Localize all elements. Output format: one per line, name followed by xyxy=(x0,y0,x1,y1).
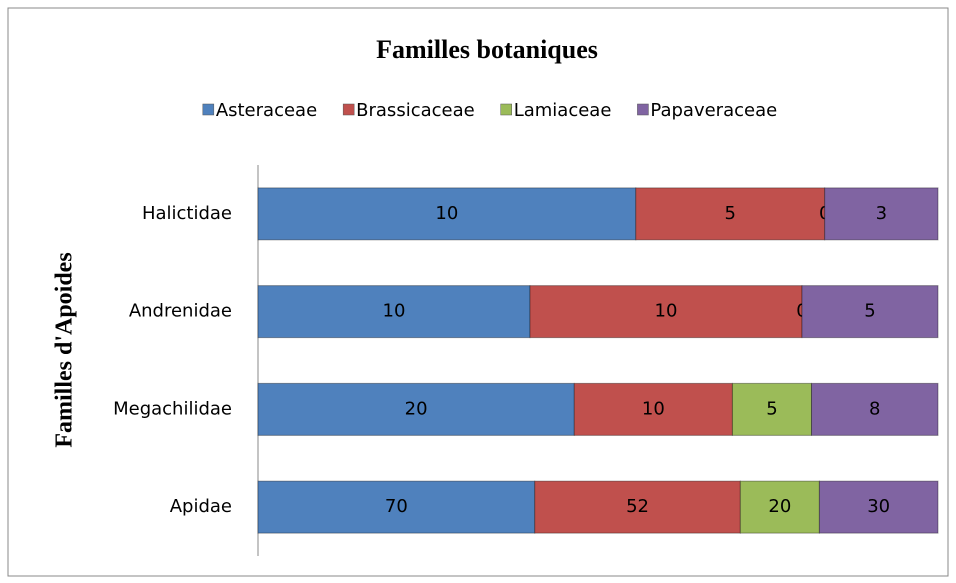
data-label: 52 xyxy=(626,496,649,517)
bar-segment xyxy=(257,285,531,339)
bar-segment xyxy=(635,187,826,241)
bar-segment xyxy=(818,480,939,534)
y-tick-label: Halictidae xyxy=(142,203,232,224)
bar-segment xyxy=(810,382,939,436)
data-label: 30 xyxy=(867,496,890,517)
bar-segment xyxy=(257,382,575,436)
bar-segment xyxy=(257,187,637,241)
legend-swatch xyxy=(500,103,512,116)
legend-label: Lamiaceae xyxy=(514,100,612,121)
y-tick-label: Andrenidae xyxy=(129,301,232,322)
chart-title: Familles botaniques xyxy=(376,35,598,64)
data-label: 8 xyxy=(869,398,880,419)
legend-label: Papaveraceae xyxy=(650,100,777,121)
data-label: 20 xyxy=(768,496,791,517)
y-tick-label: Apidae xyxy=(170,496,232,517)
legend-swatch xyxy=(637,103,649,116)
data-label: 20 xyxy=(405,398,428,419)
bar-segment xyxy=(534,480,741,534)
legend-label: Asteraceae xyxy=(216,100,317,121)
data-label: 10 xyxy=(435,203,458,224)
data-label: 3 xyxy=(876,203,887,224)
data-label: 10 xyxy=(642,398,665,419)
data-label: 10 xyxy=(655,301,678,322)
data-label: 5 xyxy=(864,301,875,322)
data-label: 70 xyxy=(385,496,408,517)
legend-label: Brassicaceae xyxy=(356,100,475,121)
legend-swatch xyxy=(202,103,215,116)
data-label: 5 xyxy=(724,203,735,224)
y-tick-label: Megachilidae xyxy=(113,398,232,419)
bar-segment xyxy=(529,285,803,339)
y-axis-label: Familles d'Apoides xyxy=(52,252,78,447)
data-label: 10 xyxy=(383,301,406,322)
data-label: 5 xyxy=(766,398,777,419)
bar-segment xyxy=(801,285,939,339)
legend-swatch xyxy=(342,103,355,116)
bar-segment xyxy=(257,480,536,534)
bar-segment xyxy=(824,187,939,241)
